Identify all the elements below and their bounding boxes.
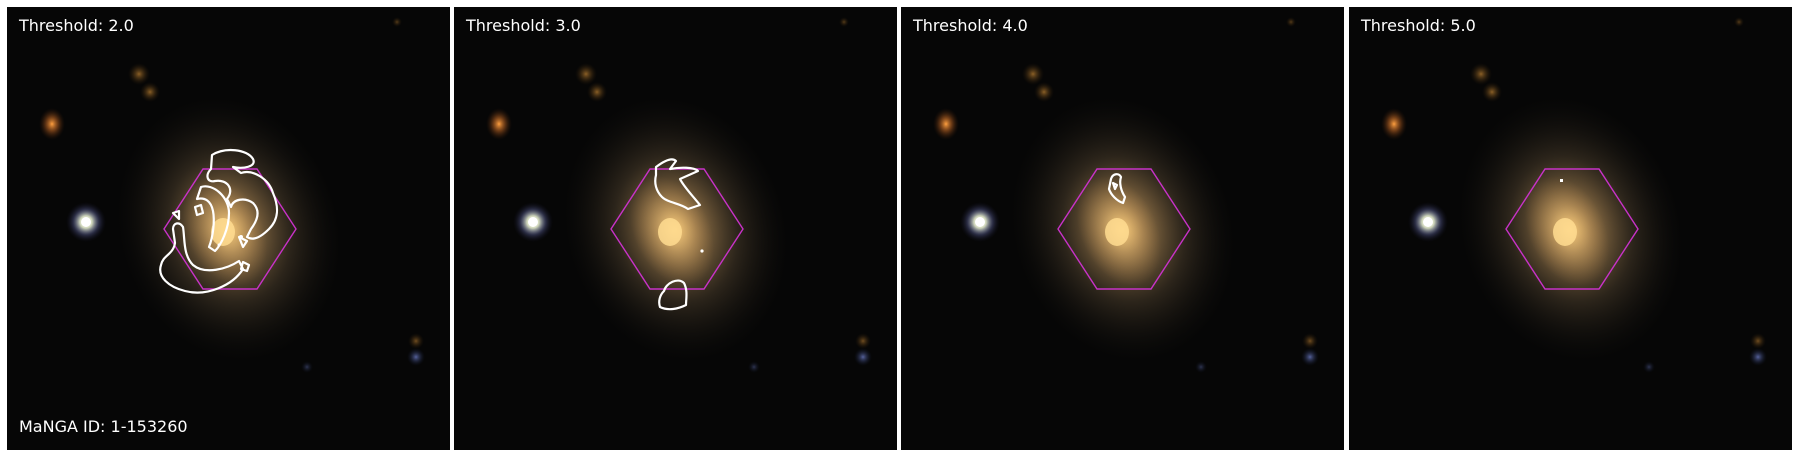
galaxy-image-2 [454, 7, 897, 450]
contour-set-3 [1107, 173, 1127, 205]
galaxy-image-4 [1349, 7, 1792, 450]
manga-id-label: MaNGA ID: 1-153260 [19, 417, 188, 436]
contour-set-4 [1560, 179, 1563, 182]
galaxy-image-1 [7, 7, 450, 450]
contour-noise-2 [700, 249, 704, 253]
threshold-label-4: Threshold: 5.0 [1361, 16, 1476, 35]
threshold-panel-4: Threshold: 5.0 [1349, 7, 1792, 450]
contour-set-1 [159, 149, 279, 294]
contour-set-2 [654, 158, 702, 311]
galaxy-image-3 [901, 7, 1344, 450]
contour-noise-1 [217, 235, 243, 247]
threshold-panel-2: Threshold: 3.0 [454, 7, 897, 450]
threshold-label-3: Threshold: 4.0 [913, 16, 1028, 35]
threshold-label-1: Threshold: 2.0 [19, 16, 134, 35]
threshold-panel-3: Threshold: 4.0 [901, 7, 1344, 450]
threshold-panel-1: Threshold: 2.0 MaNGA ID: 1-153260 [7, 7, 450, 450]
threshold-label-2: Threshold: 3.0 [466, 16, 581, 35]
